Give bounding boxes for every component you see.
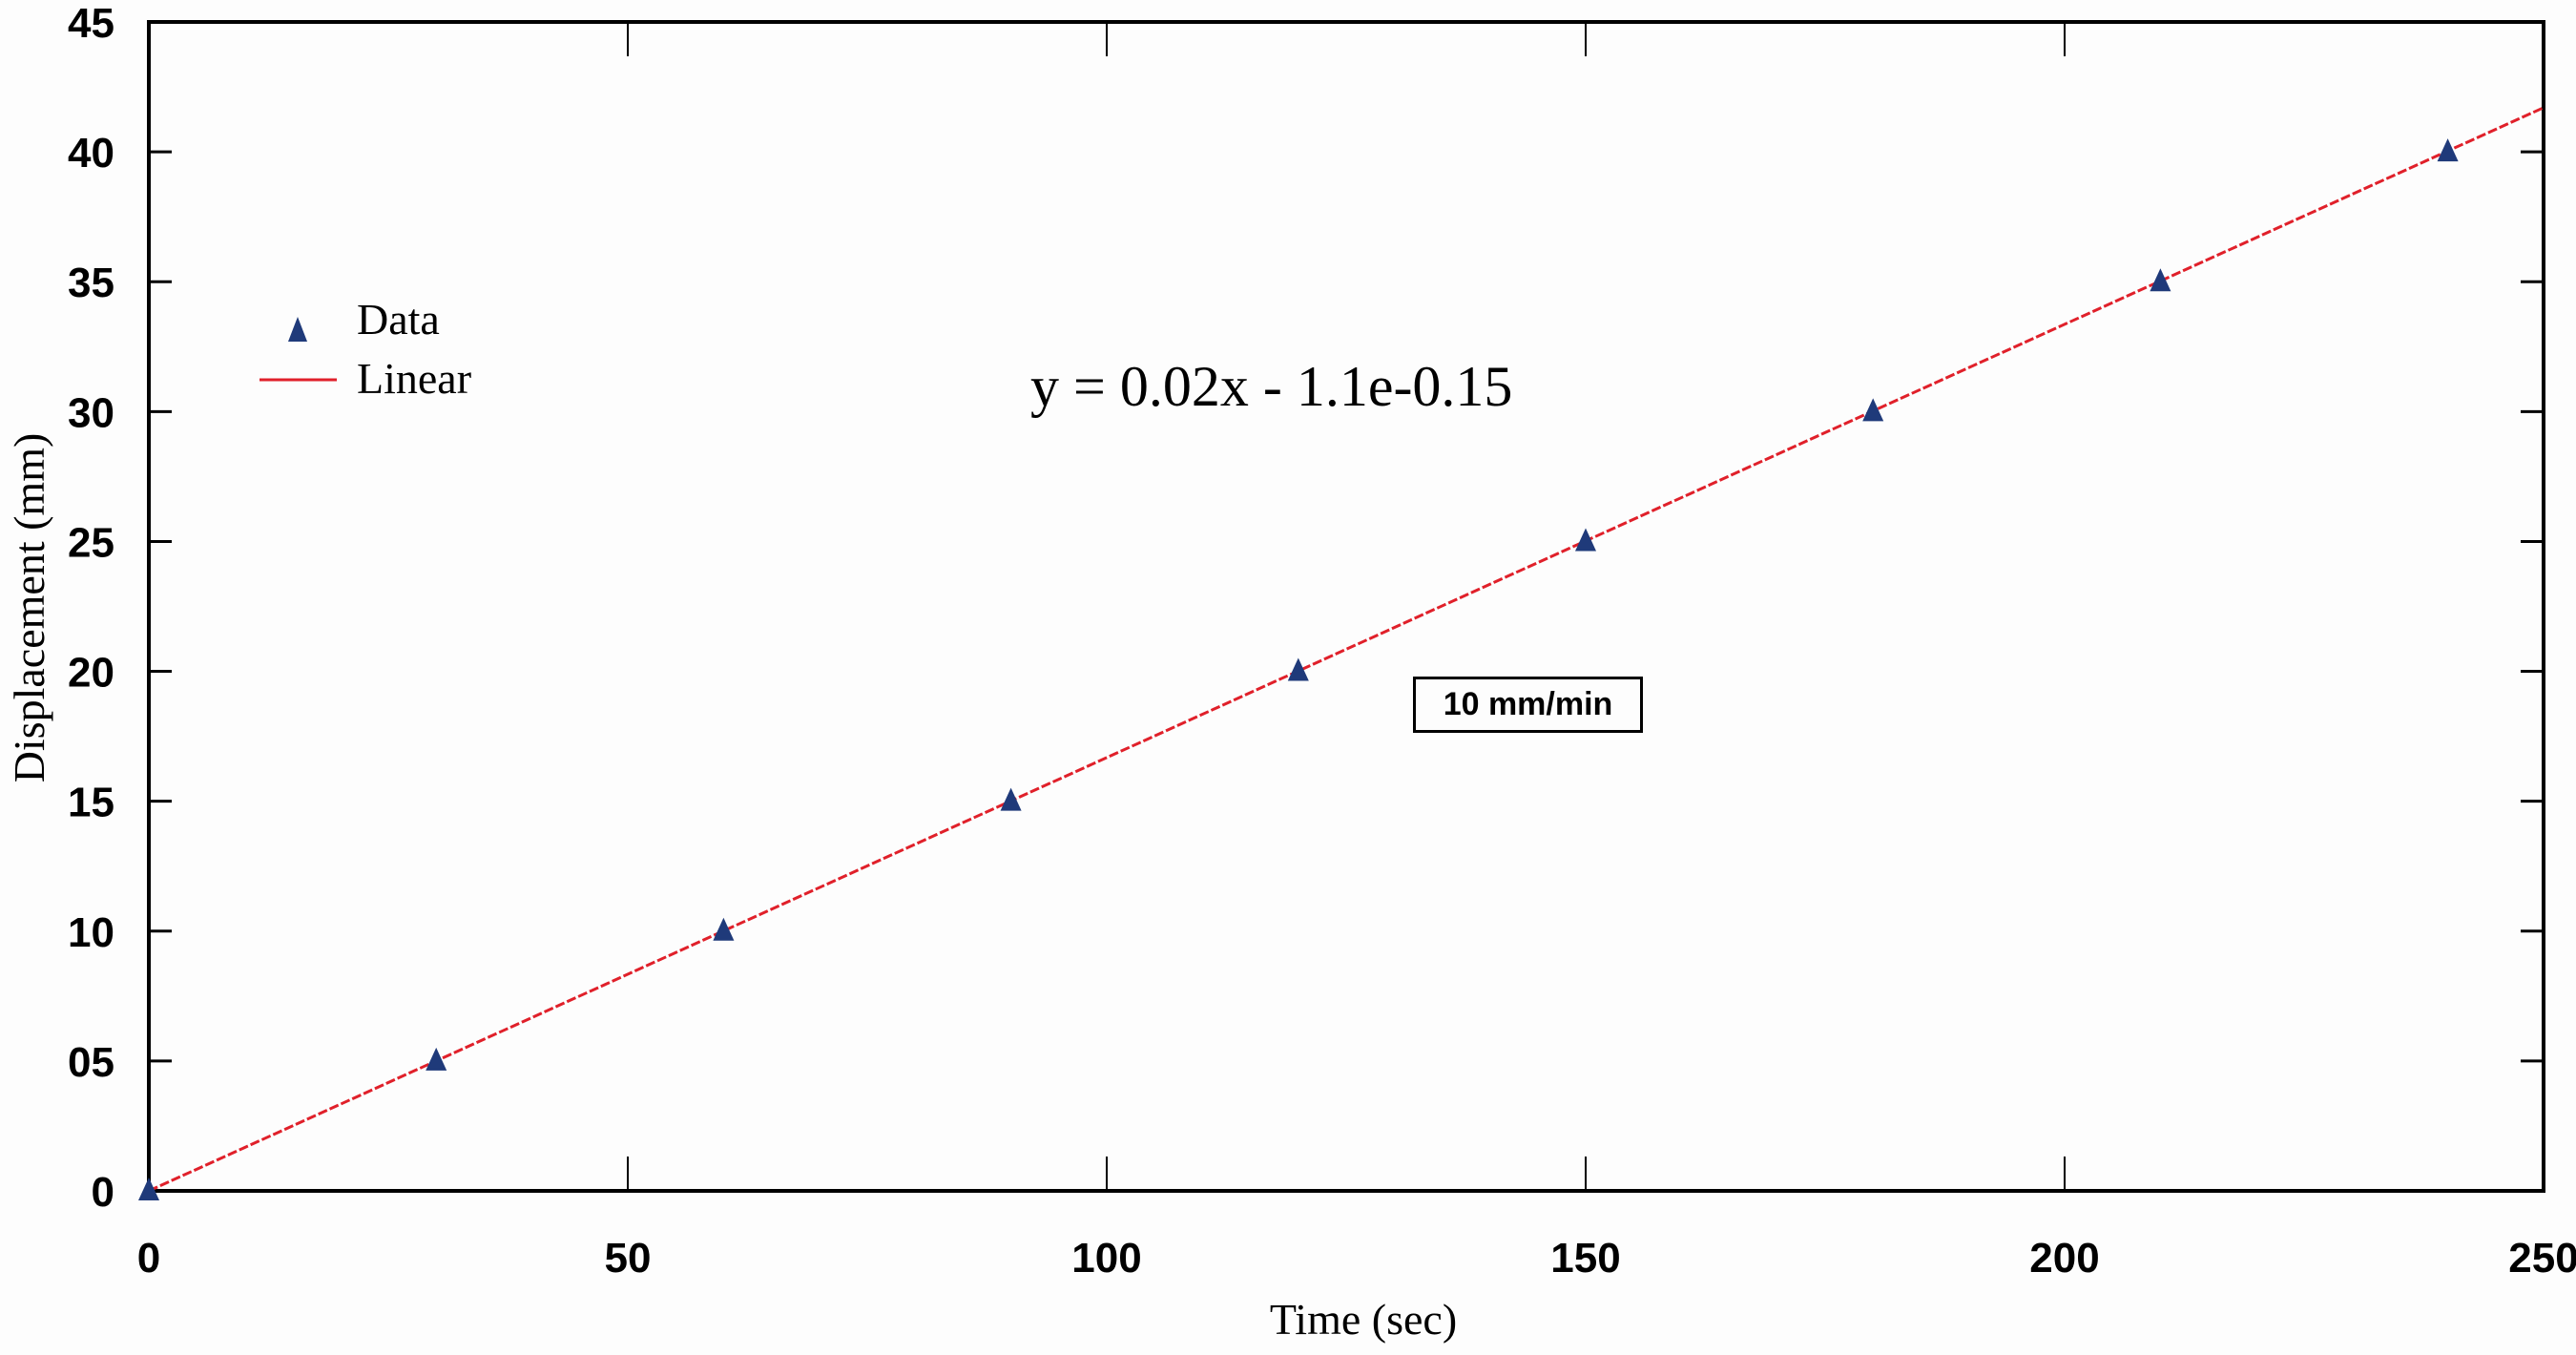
fit-equation: y = 0.02x - 1.1e-0.15 bbox=[1030, 355, 1512, 418]
data-point-triangle bbox=[1575, 528, 1596, 552]
x-tick-label: 250 bbox=[2508, 1235, 2576, 1282]
y-tick-label: 30 bbox=[68, 389, 114, 436]
linear-fit-line bbox=[148, 106, 2545, 1193]
legend: Data Linear bbox=[260, 295, 471, 403]
data-point-triangle bbox=[2437, 138, 2459, 162]
y-tick-label: 45 bbox=[68, 0, 114, 47]
x-tick-label: 0 bbox=[137, 1235, 160, 1282]
data-point-triangle bbox=[1000, 787, 1022, 811]
x-tick-label: 50 bbox=[605, 1235, 652, 1282]
y-axis-label: Displacement (mm) bbox=[5, 433, 53, 783]
legend-label-data: Data bbox=[357, 295, 440, 344]
x-tick-label: 200 bbox=[2029, 1235, 2099, 1282]
plot-frame bbox=[147, 20, 2545, 1193]
x-axis-label: Time (sec) bbox=[1270, 1295, 1457, 1344]
data-point-triangle bbox=[426, 1047, 447, 1071]
x-tick-label: 150 bbox=[1550, 1235, 1620, 1282]
y-tick-label: 10 bbox=[68, 909, 114, 956]
y-tick-label: 15 bbox=[68, 780, 114, 826]
legend-label-linear: Linear bbox=[357, 354, 471, 403]
y-tick-label: 05 bbox=[68, 1039, 114, 1086]
data-point-triangle bbox=[2150, 268, 2171, 292]
data-point-triangle bbox=[138, 1178, 159, 1200]
y-tick-label: 35 bbox=[68, 260, 114, 306]
rate-annotation: 10 mm/min bbox=[1413, 677, 1643, 733]
data-point-triangle bbox=[1287, 657, 1309, 681]
y-tick-label: 40 bbox=[68, 130, 114, 177]
data-point-triangle bbox=[713, 917, 735, 941]
x-tick-label: 100 bbox=[1071, 1235, 1141, 1282]
data-point-triangle bbox=[1862, 398, 1884, 422]
y-tick-label: 25 bbox=[68, 519, 114, 566]
y-tick-label: 20 bbox=[68, 650, 114, 697]
legend-triangle-icon bbox=[288, 317, 307, 342]
y-tick-label: 0 bbox=[92, 1169, 114, 1216]
